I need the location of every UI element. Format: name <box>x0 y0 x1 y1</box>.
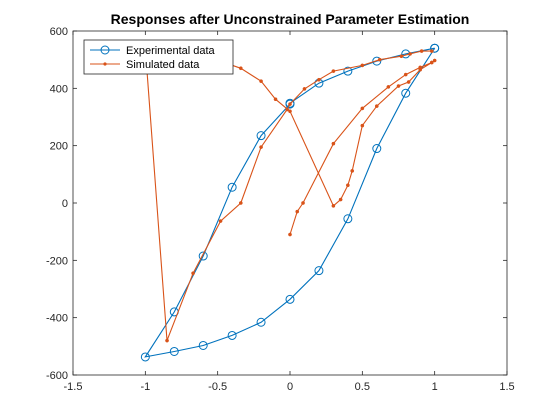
data-point <box>165 338 169 343</box>
data-point <box>331 69 336 73</box>
y-tick-label: 600 <box>50 26 68 38</box>
data-point <box>418 67 423 72</box>
x-tick-label: -0.5 <box>208 381 227 393</box>
data-point <box>317 77 321 82</box>
data-point <box>288 109 292 114</box>
data-point <box>429 60 434 65</box>
y-tick-label: 400 <box>50 83 68 95</box>
y-tick-label: 0 <box>62 198 68 210</box>
data-point <box>140 352 150 362</box>
chart-title: Responses after Unconstrained Parameter … <box>111 11 470 27</box>
legend-swatch-marker <box>103 62 107 66</box>
data-point <box>295 209 300 214</box>
data-point <box>360 123 365 128</box>
data-point <box>288 232 292 237</box>
data-point <box>377 57 382 62</box>
x-tick-label: 0 <box>287 381 293 393</box>
data-point <box>360 63 365 68</box>
x-tick-label: 1 <box>432 381 438 393</box>
y-tick-label: -400 <box>46 313 68 325</box>
data-point <box>198 340 208 350</box>
data-point <box>302 87 307 91</box>
data-point <box>408 52 412 56</box>
data-point <box>372 144 382 154</box>
data-point <box>403 72 408 77</box>
series-layer <box>140 43 440 362</box>
data-point <box>288 102 292 106</box>
x-tick-label: 1.5 <box>499 381 514 393</box>
legend-label: Simulated data <box>126 59 200 71</box>
plot-area <box>72 30 508 376</box>
data-point <box>374 104 379 108</box>
series-line-1 <box>144 47 436 358</box>
legend: Experimental data Simulated data <box>83 39 234 75</box>
data-point <box>432 58 437 63</box>
data-point <box>429 49 434 53</box>
axis-ticks: -1.5 -1 -0.5 0 0.5 1 1.5 -600 -400 -200 0 200 400 600 <box>46 26 515 393</box>
legend-label: Experimental data <box>126 45 216 57</box>
data-point <box>218 219 223 223</box>
data-point <box>238 66 243 71</box>
data-point <box>399 54 404 59</box>
y-tick-label: -200 <box>46 255 68 267</box>
data-point <box>198 251 208 261</box>
data-point <box>346 183 350 188</box>
data-point <box>338 197 343 202</box>
data-point <box>227 330 237 340</box>
data-point <box>396 84 401 88</box>
data-point <box>406 80 411 84</box>
data-point <box>314 266 324 276</box>
y-tick-label: 200 <box>50 141 68 153</box>
data-point <box>343 214 353 224</box>
data-point <box>360 106 365 111</box>
data-point <box>273 97 278 102</box>
y-tick-label: -600 <box>46 370 68 382</box>
data-point <box>419 49 424 53</box>
data-point <box>331 141 336 146</box>
data-point <box>169 346 179 356</box>
data-point <box>238 201 243 205</box>
data-point <box>401 88 411 98</box>
data-point <box>256 131 266 141</box>
x-tick-label: -1.5 <box>64 381 83 393</box>
data-point <box>191 271 195 276</box>
data-point <box>285 294 295 304</box>
data-point <box>331 204 336 208</box>
x-tick-label: -1 <box>140 381 150 393</box>
data-point <box>259 79 263 84</box>
data-point <box>259 145 263 149</box>
data-point <box>301 201 305 205</box>
x-tick-label: 0.5 <box>355 381 370 393</box>
data-point <box>256 317 266 327</box>
data-point <box>430 43 440 53</box>
legend-swatch-marker <box>100 45 110 55</box>
data-point <box>343 66 353 76</box>
data-point <box>350 169 355 173</box>
data-point <box>285 99 295 109</box>
data-point <box>227 182 237 192</box>
legend-box <box>83 39 234 75</box>
data-point <box>285 107 289 112</box>
data-point <box>386 85 391 89</box>
